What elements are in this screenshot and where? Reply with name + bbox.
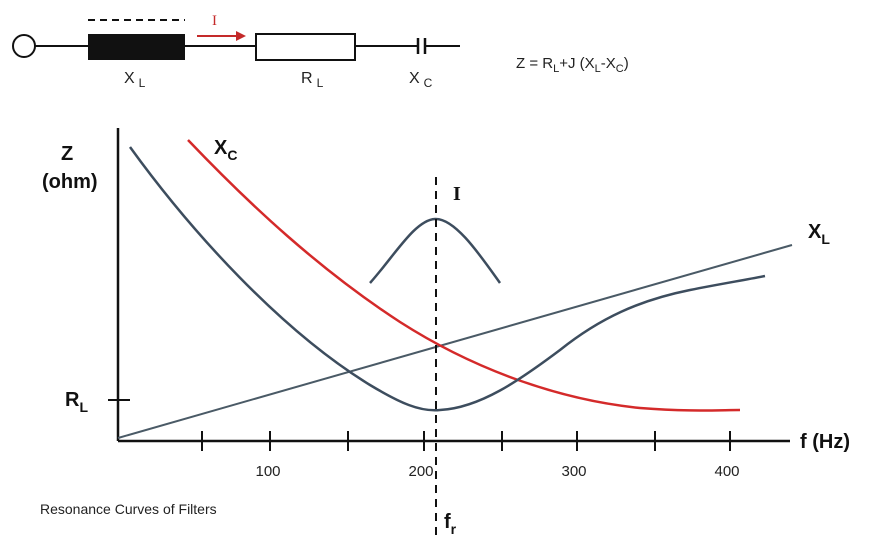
caption: Resonance Curves of Filters xyxy=(40,501,217,517)
impedance-curve xyxy=(128,146,766,412)
current-label: I xyxy=(212,13,217,29)
rl-label: RL xyxy=(65,389,88,415)
x-tick-label: 300 xyxy=(561,463,586,480)
current-curve-label: I xyxy=(453,183,461,205)
x-axis-label: f (Hz) xyxy=(800,431,850,453)
resistor xyxy=(255,33,356,61)
x-tick-label: 200 xyxy=(408,463,433,480)
impedance-formula: Z = RL+J (XL-XC) xyxy=(516,55,629,75)
x-tick-label: 400 xyxy=(714,463,739,480)
y-axis-label: Z xyxy=(61,143,73,165)
inductor xyxy=(88,34,185,60)
y-axis-unit: (ohm) xyxy=(42,171,98,193)
terminal-node xyxy=(12,34,36,58)
current-arrowhead xyxy=(236,31,246,41)
xl-curve xyxy=(117,244,793,439)
fr-label: fr xyxy=(444,511,457,537)
graph: 100 200 300 400 Z (ohm) RL f (Hz) XL XC … xyxy=(42,128,850,537)
xc-label: XC xyxy=(214,137,237,163)
xc-curve xyxy=(187,139,741,412)
xl-label: XL xyxy=(808,221,830,247)
x-tick-label: 100 xyxy=(255,463,280,480)
